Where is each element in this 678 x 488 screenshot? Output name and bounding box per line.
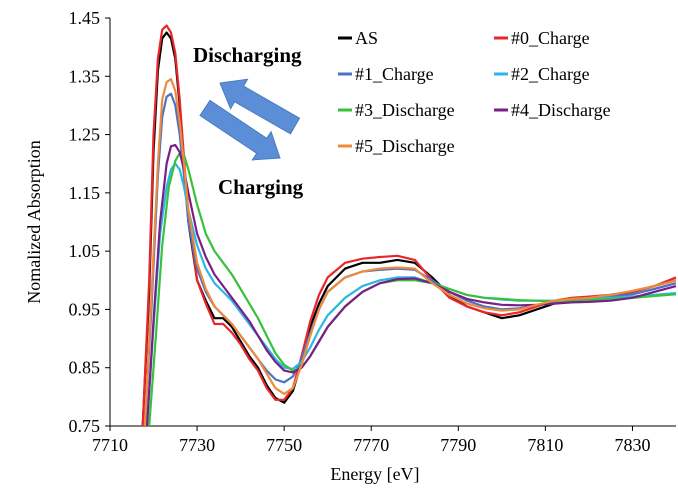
charging-arrow [199,99,281,161]
legend: AS #0_Charge #1_Charge #2_Charge #3_Discharg… [338,28,611,156]
series-line-3 [145,162,676,426]
y-tick-label: 1.35 [69,66,101,86]
y-axis-ticks: 0.75 0.85 0.95 1.05 1.15 1.25 1.35 1.45 [69,8,110,436]
x-tick-label: 7730 [179,435,215,455]
x-tick-label: 7710 [92,435,128,455]
series-line-0 [141,31,676,426]
x-tick-label: 7770 [353,435,389,455]
y-tick-label: 1.25 [69,125,101,145]
series-line-1 [141,24,676,426]
legend-label: #1_Charge [355,64,434,84]
x-tick-label: 7810 [527,435,563,455]
y-tick-label: 0.95 [69,299,101,319]
annotation-discharging: Discharging [193,43,302,67]
discharging-arrow [219,78,301,135]
annotation-arrows [199,78,301,161]
x-tick-label: 7790 [440,435,476,455]
legend-label: #0_Charge [511,28,590,48]
x-tick-label: 7750 [266,435,302,455]
legend-label: AS [355,28,378,48]
y-axis-title: Nomalized Absorption [24,140,44,303]
legend-label: #3_Discharge [355,100,455,120]
legend-label: #4_Discharge [511,100,611,120]
annotation-charging: Charging [218,175,304,199]
y-tick-label: 0.85 [69,358,101,378]
x-tick-label: 7830 [614,435,650,455]
y-tick-label: 1.05 [69,241,101,261]
x-axis-ticks: 7710 7730 7750 7770 7790 7810 7830 [92,426,650,455]
y-tick-label: 0.75 [69,416,101,436]
plot-frame [109,18,676,427]
legend-label: #2_Charge [511,64,590,84]
legend-label: #5_Discharge [355,136,455,156]
y-tick-label: 1.45 [69,8,101,28]
x-axis-title: Energy [eV] [330,464,419,484]
series-line-6 [143,78,676,426]
series-layer [141,24,676,426]
y-tick-label: 1.15 [69,183,101,203]
